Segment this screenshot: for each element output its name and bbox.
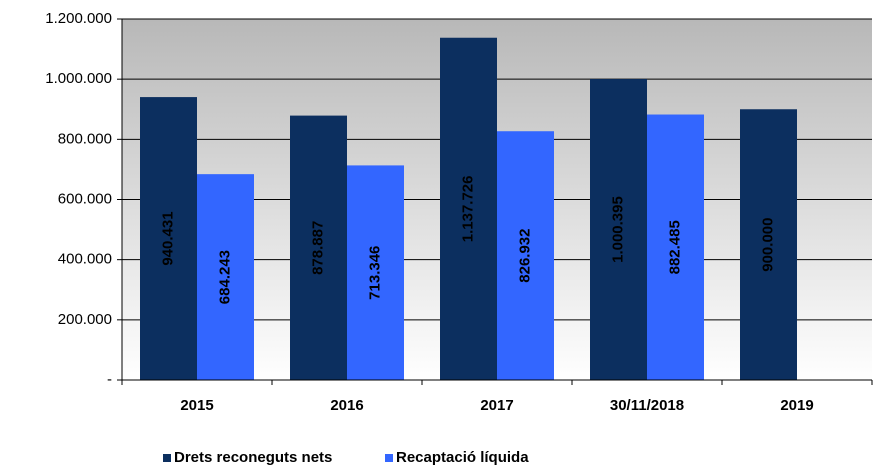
data-label: 940.431 [159,211,176,265]
data-label: 684.243 [216,250,233,304]
legend-label: Drets reconeguts nets [174,449,332,466]
y-tick-label: 200.000 [58,311,112,328]
y-tick-label: 1.000.000 [45,70,112,87]
bar [290,115,347,380]
bar [647,114,704,380]
y-tick-label: - [107,371,112,388]
y-tick-label: 800.000 [58,130,112,147]
legend-swatch [385,454,393,462]
x-tick-label: 2017 [480,397,513,414]
legend-swatch [163,454,171,462]
x-tick-label: 2019 [780,397,813,414]
data-label: 1.137.726 [459,175,476,242]
bar [347,165,404,380]
bar [740,109,797,380]
data-label: 713.346 [366,246,383,300]
x-tick-label: 2015 [180,397,213,414]
data-label: 878.887 [309,221,326,275]
y-tick-label: 400.000 [58,251,112,268]
data-label: 1.000.395 [609,196,626,263]
y-tick-label: 600.000 [58,190,112,207]
bar [497,131,554,380]
legend-label: Recaptació líquida [396,449,529,466]
data-label: 900.000 [759,218,776,272]
bar [197,174,254,380]
data-label: 826.932 [516,228,533,282]
data-label: 882.485 [666,220,683,274]
bar [140,97,197,380]
bar [440,37,497,380]
y-tick-label: 1.200.000 [45,10,112,27]
bar [590,79,647,380]
x-tick-label: 30/11/2018 [610,397,684,414]
x-tick-label: 2016 [330,397,363,414]
